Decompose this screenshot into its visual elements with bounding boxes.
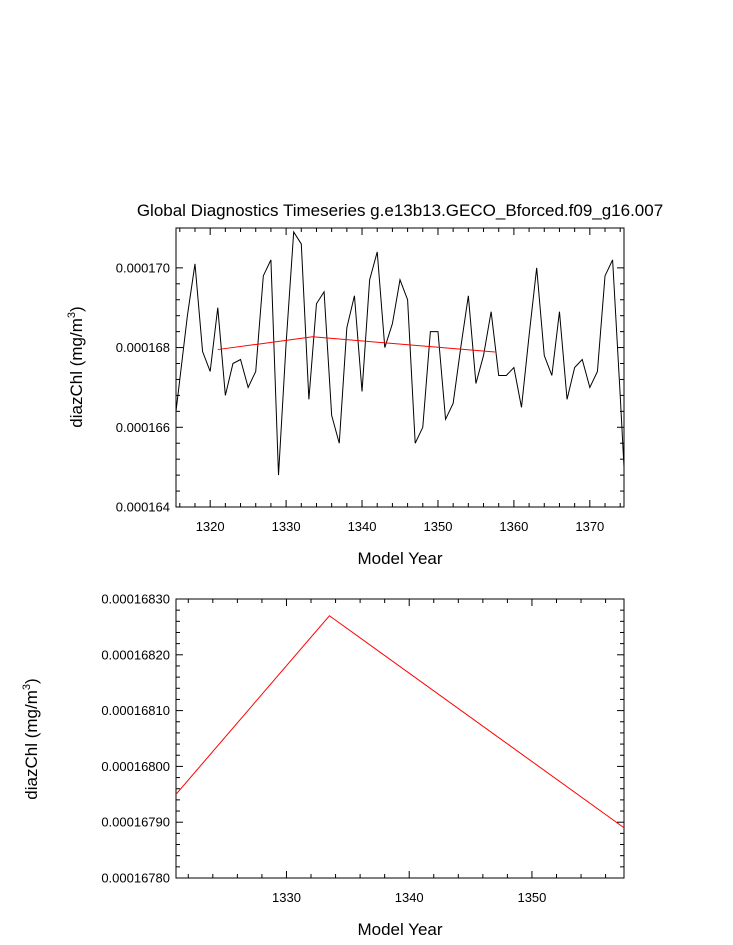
bottom-ytick-label: 0.00016780 bbox=[101, 871, 170, 886]
bottom-ytick-label: 0.00016810 bbox=[101, 703, 170, 718]
bottom-series-running-mean bbox=[175, 615, 625, 829]
top-ytick-label: 0.000166 bbox=[116, 420, 170, 435]
top-xtick-label: 1320 bbox=[196, 519, 225, 534]
top-ytick-label: 0.000170 bbox=[116, 260, 170, 275]
top-y-axis-label: diazChl (mg/m3) bbox=[66, 306, 86, 427]
bottom-y-ticks: 0.00016780 0.00016790 0.00016800 0.00016810… bbox=[101, 592, 624, 886]
bottom-x-ticks: 1330 1340 1350 bbox=[187, 599, 607, 905]
bottom-series-layer bbox=[175, 615, 625, 829]
bottom-y-axis-label: diazChl (mg/m3) bbox=[21, 678, 41, 799]
top-xtick-label: 1330 bbox=[272, 519, 301, 534]
top-plot-frame bbox=[175, 227, 625, 508]
bottom-x-axis-label: Model Year bbox=[357, 920, 442, 939]
top-xtick-label: 1340 bbox=[348, 519, 377, 534]
top-x-ticks: 1320 1330 1340 1350 1360 1370 bbox=[179, 228, 621, 534]
top-ytick-label: 0.000164 bbox=[116, 500, 170, 515]
top-x-axis-label: Model Year bbox=[357, 549, 442, 568]
bottom-panel: 0.00016780 0.00016790 0.00016800 0.00016810… bbox=[21, 592, 625, 939]
top-series-layer bbox=[175, 230, 625, 476]
top-series-annual bbox=[175, 230, 625, 476]
top-y-ticks: 0.000164 0.000166 0.000168 0.000170 bbox=[116, 260, 624, 515]
bottom-xtick-label: 1330 bbox=[272, 890, 301, 905]
bottom-ytick-label: 0.00016820 bbox=[101, 647, 170, 662]
bottom-xtick-label: 1340 bbox=[395, 890, 424, 905]
top-series-running-mean bbox=[217, 336, 495, 353]
chart-title: Global Diagnostics Timeseries g.e13b13.G… bbox=[137, 201, 663, 220]
top-xtick-label: 1370 bbox=[575, 519, 604, 534]
top-xtick-label: 1350 bbox=[424, 519, 453, 534]
top-ytick-label: 0.000168 bbox=[116, 340, 170, 355]
top-xtick-label: 1360 bbox=[499, 519, 528, 534]
bottom-ytick-label: 0.00016790 bbox=[101, 815, 170, 830]
bottom-xtick-label: 1350 bbox=[517, 890, 546, 905]
bottom-ytick-label: 0.00016830 bbox=[101, 592, 170, 607]
bottom-ytick-label: 0.00016800 bbox=[101, 759, 170, 774]
bottom-plot-frame bbox=[175, 598, 625, 879]
top-panel: 0.000164 0.000166 0.000168 0.000170 1320 133… bbox=[66, 227, 625, 568]
